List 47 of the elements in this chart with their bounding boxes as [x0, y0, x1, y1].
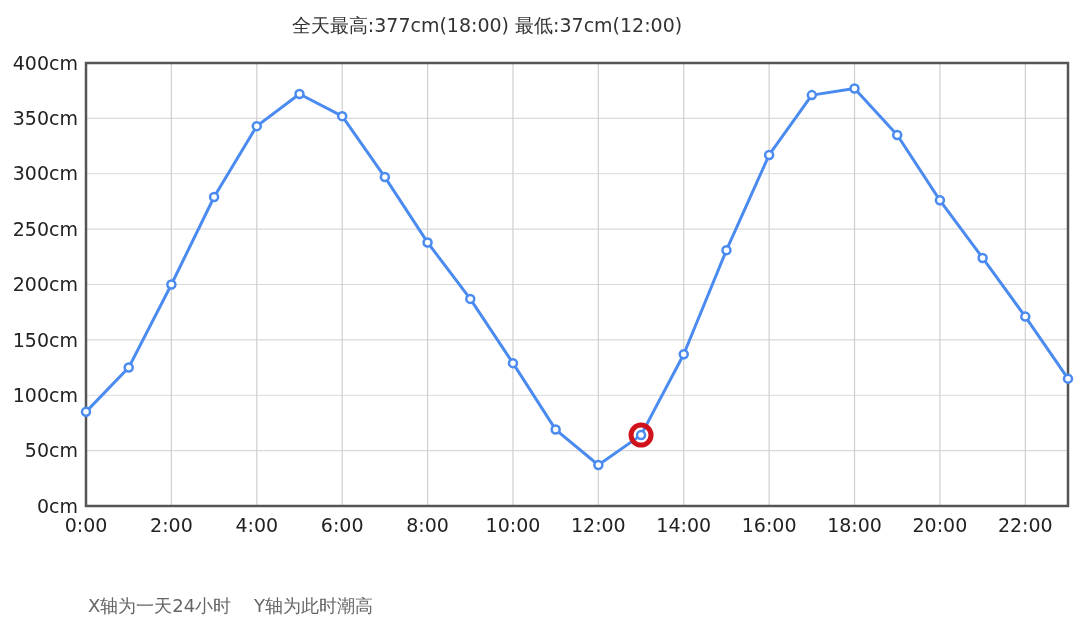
x-tick-label: 18:00 — [827, 514, 882, 536]
y-tick-label: 200cm — [12, 273, 78, 296]
point — [763, 149, 775, 161]
chart-title: 全天最高:377cm(18:00) 最低:37cm(12:00) — [291, 14, 683, 36]
x-tick-label: 4:00 — [235, 514, 279, 536]
point — [934, 195, 946, 206]
x-tick-label: 0:00 — [64, 514, 108, 536]
point — [422, 237, 433, 248]
point — [507, 357, 519, 369]
x-tick-label: 14:00 — [656, 514, 712, 536]
point — [849, 83, 860, 94]
point — [1062, 373, 1074, 384]
x-tick-label: 8:00 — [406, 514, 449, 536]
point — [123, 362, 134, 373]
point — [977, 252, 988, 264]
point — [379, 171, 391, 183]
x-tick-label: 10:00 — [485, 514, 541, 536]
y-tick-label: 0cm — [36, 494, 78, 517]
y-tick-label: 400cm — [12, 51, 78, 74]
y-tick-label: 100cm — [12, 383, 78, 406]
x-tick-label: 22:00 — [997, 514, 1053, 536]
text: X轴为一天24小时 Y轴为此时潮高 — [88, 595, 374, 616]
y-tick-label: 150cm — [12, 328, 78, 351]
x-tick-label: 20:00 — [912, 514, 968, 536]
point — [166, 279, 177, 290]
point — [721, 244, 732, 256]
x-tick-label: 12:00 — [570, 514, 626, 536]
x-tick-label: 16:00 — [741, 514, 797, 536]
point — [678, 349, 689, 360]
point — [550, 424, 561, 435]
y-tick-label: 350cm — [12, 107, 78, 130]
x-tick-label: 2:00 — [150, 514, 193, 536]
point — [1020, 311, 1031, 322]
point — [628, 422, 654, 448]
point — [294, 88, 305, 100]
point — [80, 406, 92, 418]
point — [336, 110, 348, 122]
y-tick-label: 250cm — [12, 217, 78, 240]
y-tick-label: 50cm — [24, 439, 78, 462]
point — [251, 120, 263, 132]
point — [208, 191, 220, 203]
y-tick-label: 300cm — [12, 162, 78, 185]
point — [593, 459, 604, 471]
point — [465, 293, 476, 305]
point — [806, 89, 818, 101]
point — [891, 129, 903, 141]
x-tick-label: 6:00 — [320, 514, 364, 536]
